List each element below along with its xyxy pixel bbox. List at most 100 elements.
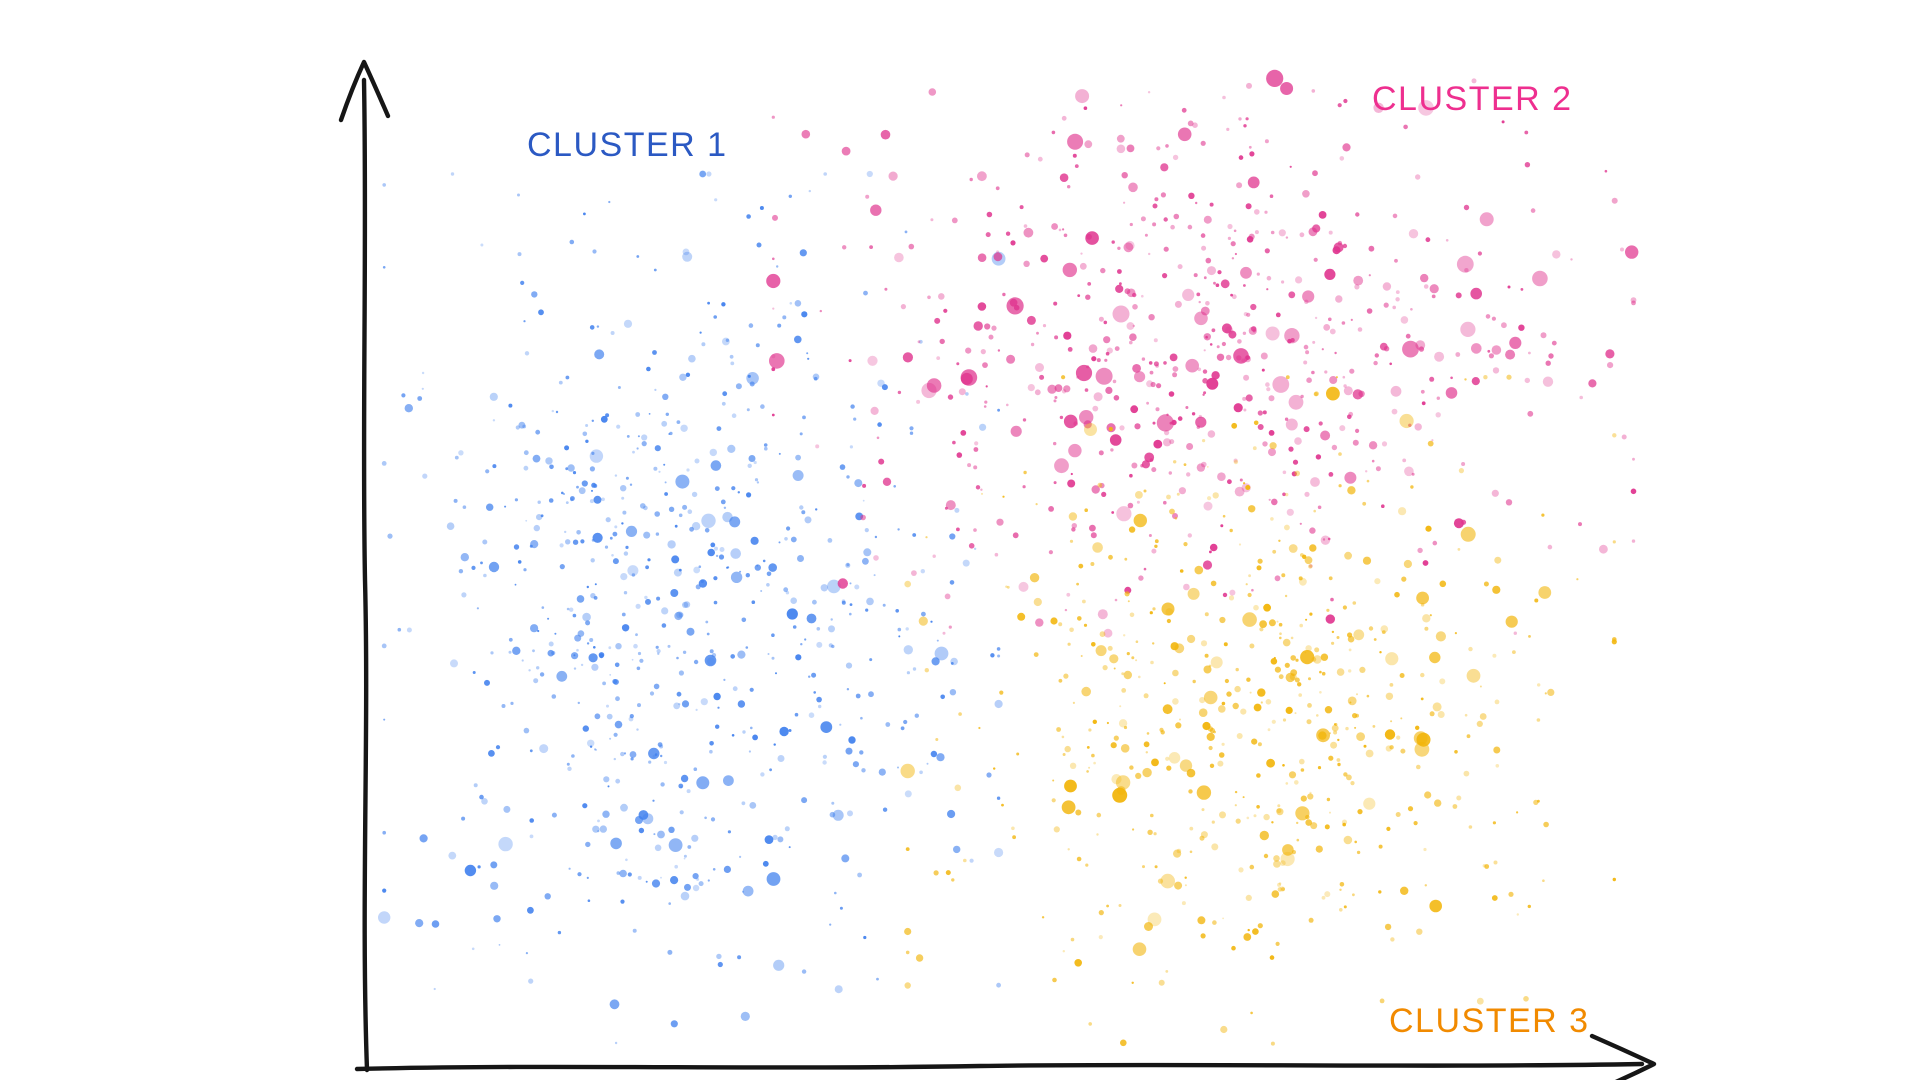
- data-point: [1390, 385, 1402, 397]
- y-axis-arrow-icon: [338, 59, 391, 123]
- data-point: [1328, 230, 1333, 235]
- cluster-2-label: CLUSTER 2: [1372, 80, 1573, 118]
- data-point: [1189, 850, 1193, 854]
- data-point: [653, 833, 656, 836]
- data-point: [1221, 701, 1226, 706]
- data-point: [1210, 656, 1223, 669]
- data-point: [453, 498, 458, 503]
- data-point: [767, 653, 770, 655]
- data-point: [1196, 292, 1201, 297]
- data-point: [663, 760, 668, 765]
- data-point: [1059, 415, 1064, 420]
- data-point: [1468, 825, 1473, 829]
- data-point: [1310, 822, 1318, 830]
- data-point: [700, 698, 708, 706]
- data-point: [784, 826, 790, 832]
- data-point: [1112, 379, 1117, 384]
- data-point: [1126, 288, 1136, 298]
- data-point: [870, 406, 879, 415]
- data-point: [1402, 340, 1419, 358]
- data-point: [714, 198, 718, 202]
- data-point: [1279, 636, 1282, 640]
- data-point: [1114, 346, 1120, 351]
- data-point: [1048, 550, 1053, 555]
- data-point: [846, 563, 850, 567]
- data-point: [783, 587, 789, 593]
- data-point: [1466, 734, 1471, 739]
- data-point: [1108, 554, 1113, 560]
- data-point: [1290, 669, 1298, 676]
- data-point: [1346, 774, 1352, 781]
- data-point: [1203, 215, 1212, 224]
- data-point: [1219, 616, 1226, 624]
- data-point: [1281, 887, 1285, 891]
- data-point: [1411, 472, 1415, 476]
- data-point: [1115, 284, 1124, 293]
- data-point: [657, 742, 663, 747]
- data-point: [594, 713, 601, 720]
- data-point: [1242, 796, 1245, 799]
- data-point: [1344, 471, 1357, 484]
- data-point: [815, 444, 820, 449]
- data-point: [1278, 539, 1281, 542]
- data-point: [943, 308, 948, 313]
- data-point: [1166, 765, 1172, 771]
- data-point: [737, 955, 742, 960]
- scatter-points-layer: [378, 69, 1639, 1047]
- data-point: [529, 544, 533, 548]
- data-point: [656, 649, 661, 654]
- data-point: [790, 597, 797, 604]
- data-point: [721, 401, 726, 406]
- data-point: [845, 662, 853, 669]
- data-point: [620, 573, 628, 581]
- data-point: [730, 571, 743, 583]
- data-point: [707, 301, 710, 305]
- data-point: [1203, 349, 1206, 352]
- data-point: [1199, 835, 1205, 841]
- data-point: [1389, 362, 1392, 366]
- data-point: [693, 659, 699, 665]
- data-point: [591, 419, 594, 422]
- data-point: [1250, 1011, 1253, 1015]
- data-point: [794, 712, 799, 717]
- data-point: [1109, 434, 1122, 446]
- data-point: [1227, 223, 1233, 230]
- data-point: [993, 252, 1003, 262]
- data-point: [1096, 833, 1099, 836]
- data-point: [1257, 688, 1266, 697]
- data-point: [912, 533, 917, 537]
- data-point: [1468, 646, 1473, 652]
- data-point: [1321, 895, 1326, 900]
- data-point: [1343, 386, 1353, 396]
- data-point: [1330, 597, 1334, 602]
- data-point: [670, 876, 679, 885]
- data-point: [1068, 512, 1078, 521]
- data-point: [1072, 701, 1075, 705]
- data-point: [954, 507, 960, 513]
- data-point: [1253, 420, 1259, 426]
- data-point: [1237, 339, 1242, 344]
- data-point: [586, 642, 590, 645]
- data-point: [778, 541, 781, 544]
- data-point: [1253, 703, 1262, 712]
- data-point: [1379, 998, 1385, 1004]
- data-point: [1069, 627, 1074, 633]
- data-point: [1295, 276, 1303, 284]
- data-point: [661, 623, 667, 628]
- data-point: [973, 547, 977, 550]
- data-point: [755, 343, 760, 348]
- data-point: [1224, 678, 1229, 684]
- data-point: [1086, 770, 1089, 773]
- data-point: [1300, 650, 1315, 665]
- data-point: [1200, 306, 1210, 316]
- data-point: [1075, 364, 1093, 382]
- data-point: [1483, 375, 1488, 380]
- data-point: [603, 776, 610, 783]
- data-point: [460, 553, 469, 562]
- data-point: [1090, 532, 1097, 539]
- data-point: [750, 726, 753, 730]
- data-point: [764, 446, 768, 451]
- data-point: [1245, 583, 1248, 586]
- data-point: [1271, 498, 1278, 506]
- data-point: [1254, 230, 1259, 235]
